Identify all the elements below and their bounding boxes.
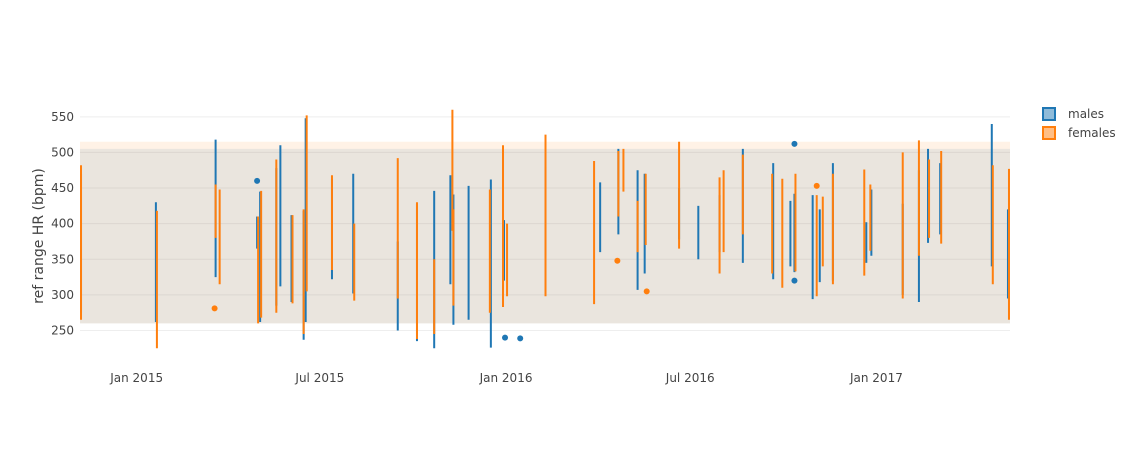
x-tick-label: Jan 2017 xyxy=(849,371,903,385)
series-females xyxy=(80,109,1010,349)
outlier-point-males[interactable] xyxy=(791,277,798,284)
legend[interactable]: males females xyxy=(1042,107,1116,140)
y-tick-label: 550 xyxy=(51,110,74,124)
outlier-point-males[interactable] xyxy=(502,334,509,341)
x-tick-label: Jan 2016 xyxy=(479,371,533,385)
x-tick-label: Jan 2015 xyxy=(109,371,163,385)
y-axis: 250 300 350 400 450 500 550 xyxy=(51,110,74,338)
outlier-point-females[interactable] xyxy=(614,257,621,264)
x-axis: Jan 2015 Jul 2015 Jan 2016 Jul 2016 Jan 2017 xyxy=(109,371,903,385)
outlier-point-males[interactable] xyxy=(254,177,261,184)
legend-label: females xyxy=(1068,126,1116,140)
legend-label: males xyxy=(1068,107,1104,121)
y-tick-label: 300 xyxy=(51,288,74,302)
y-tick-label: 400 xyxy=(51,217,74,231)
outlier-point-males[interactable] xyxy=(791,140,798,147)
data-layer xyxy=(80,109,1010,349)
outlier-point-males[interactable] xyxy=(517,335,524,342)
y-tick-label: 450 xyxy=(51,181,74,195)
y-tick-label: 250 xyxy=(51,323,74,337)
legend-swatch xyxy=(1042,107,1056,121)
y-tick-label: 500 xyxy=(51,145,74,159)
legend-swatch xyxy=(1042,126,1056,140)
legend-item-females[interactable]: females xyxy=(1042,126,1116,140)
y-axis-title: ref range HR (bpm) xyxy=(31,168,47,304)
x-tick-label: Jul 2016 xyxy=(665,371,715,385)
x-tick-label: Jul 2015 xyxy=(294,371,344,385)
outlier-point-females[interactable] xyxy=(211,305,218,312)
outlier-point-females[interactable] xyxy=(643,288,650,295)
outlier-point-females[interactable] xyxy=(813,182,820,189)
legend-item-males[interactable]: males xyxy=(1042,107,1104,121)
y-tick-label: 350 xyxy=(51,252,74,266)
